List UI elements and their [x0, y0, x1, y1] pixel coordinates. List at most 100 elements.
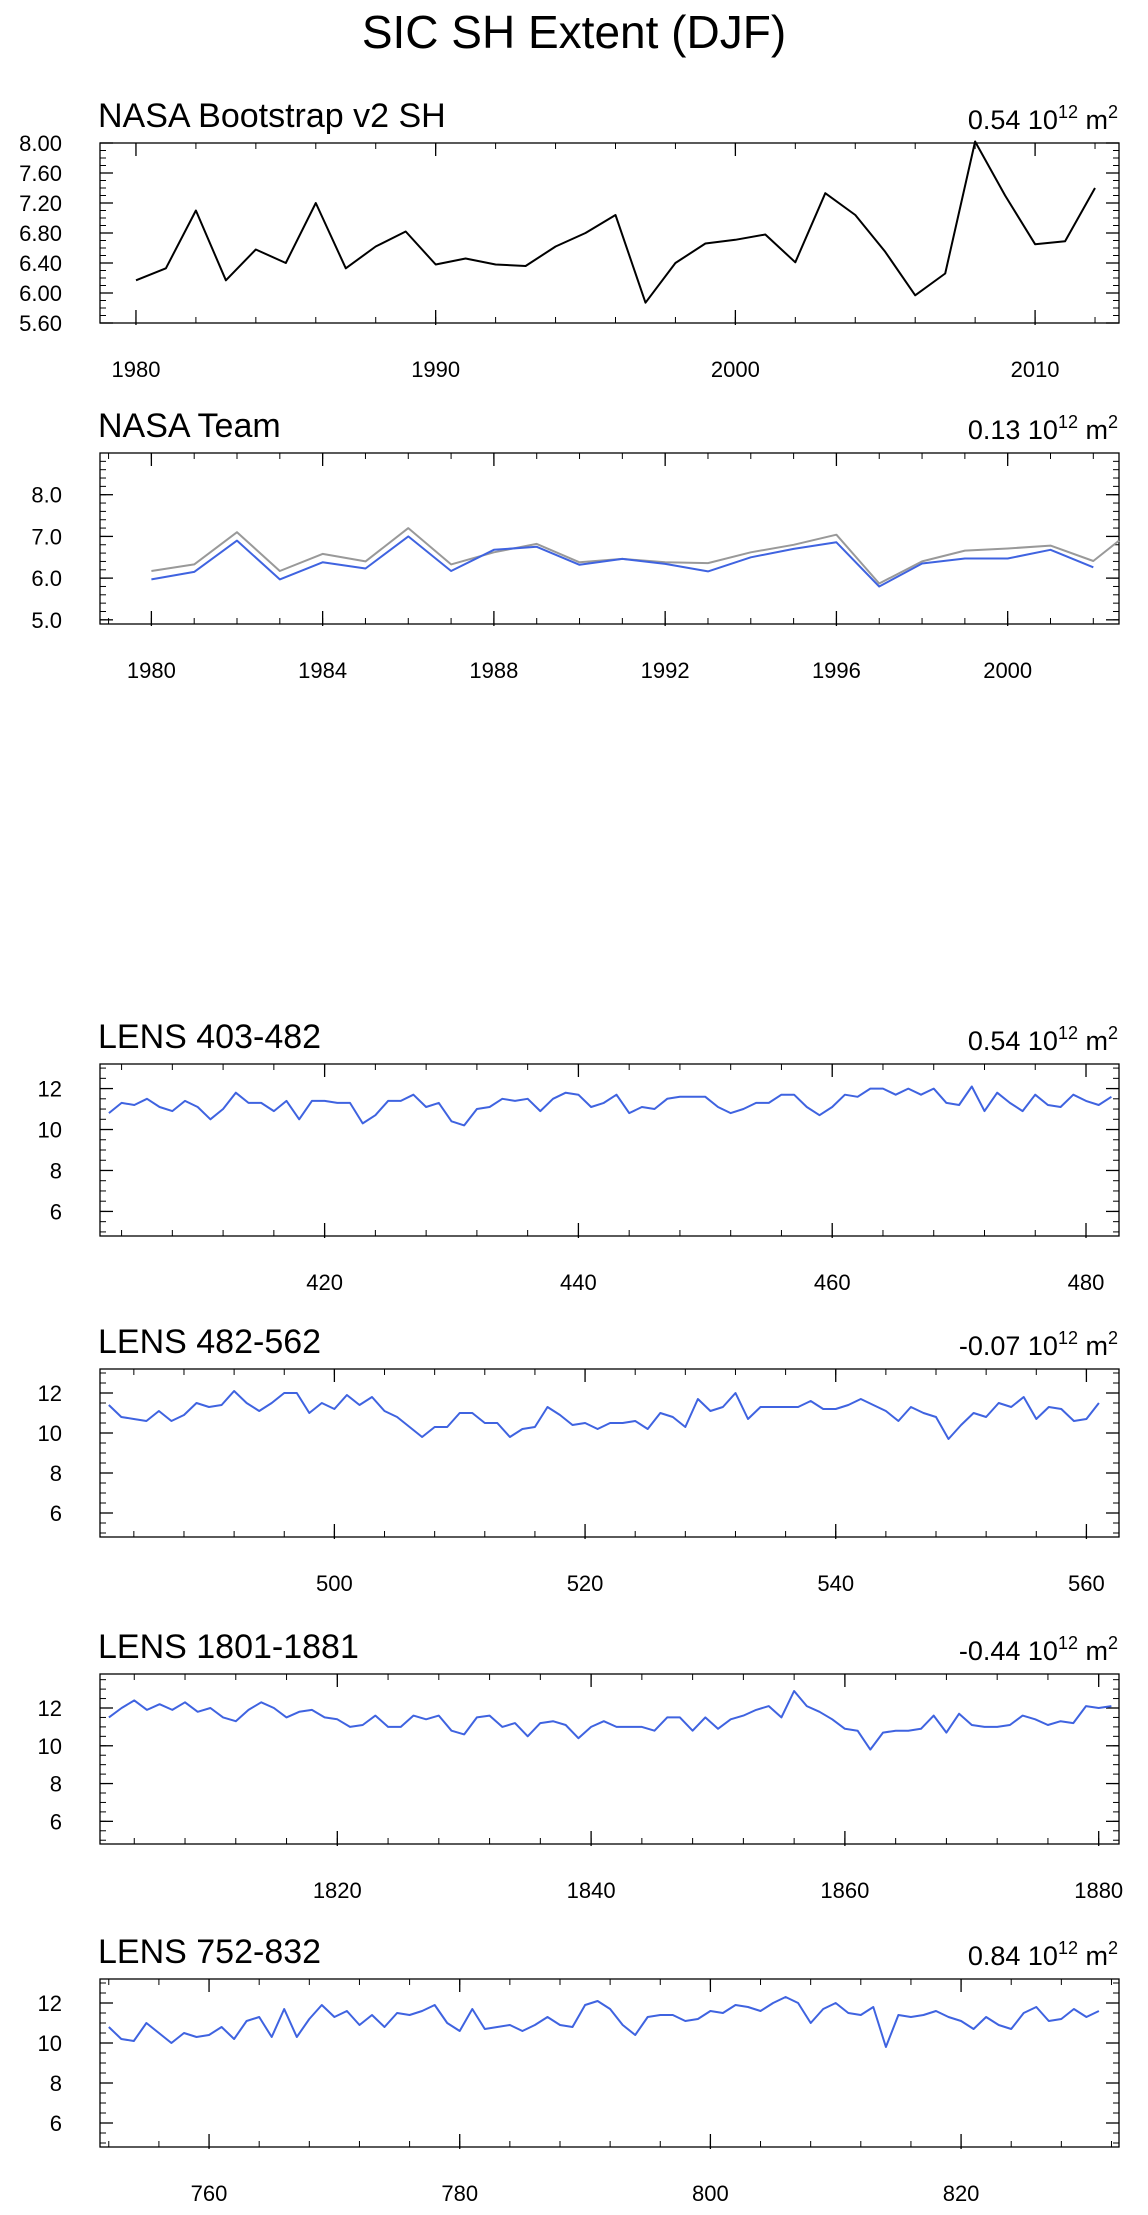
x-tick-label: 1988 — [469, 658, 518, 683]
trend-annotation: 0.13 1012 m2 — [968, 412, 1118, 445]
trend-unit: m — [1078, 105, 1108, 135]
trend-value: 0.13 10 — [968, 415, 1058, 445]
trend-unit: m — [1078, 1331, 1108, 1361]
y-tick-label: 6 — [50, 1809, 62, 1834]
panel-title: NASA Team — [98, 407, 281, 445]
y-tick-label: 12 — [38, 1696, 62, 1721]
y-tick-label: 8 — [50, 1461, 62, 1486]
plot-frame — [99, 1063, 1120, 1237]
plot-frame — [99, 452, 1120, 625]
trend-unit: m — [1078, 1636, 1108, 1666]
trend-unit-exponent: 12 — [1058, 1328, 1078, 1348]
trend-unit-exponent: 12 — [1058, 1023, 1078, 1043]
y-tick-label: 8 — [50, 2071, 62, 2096]
trend-value: 0.54 10 — [968, 1026, 1058, 1056]
y-tick-label: 10 — [38, 2031, 62, 2056]
y-tick-label: 8 — [50, 1158, 62, 1183]
trend-unit-exponent: 12 — [1058, 102, 1078, 122]
y-tick-label: 7.60 — [19, 161, 62, 186]
panel-title: LENS 482-562 — [98, 1323, 321, 1361]
y-tick-label: 6.0 — [31, 566, 62, 591]
series-line — [135, 140, 1096, 304]
y-tick-label: 10 — [38, 1118, 62, 1143]
chart-panel: NASA Bootstrap v2 SH 0.54 1012 m2 1980 1990… — [19, 97, 1120, 382]
x-tick-label: 1860 — [820, 1878, 869, 1903]
trend-annotation: 0.54 1012 m2 — [968, 102, 1118, 135]
trend-unit-exponent: 2 — [1108, 1328, 1118, 1348]
series-line — [108, 1690, 1112, 1751]
y-tick-label: 12 — [38, 1077, 62, 1102]
series-line — [151, 527, 1120, 585]
y-tick-label: 6.00 — [19, 281, 62, 306]
x-tick-label: 820 — [943, 2181, 980, 2206]
figure-title: SIC SH Extent (DJF) — [361, 6, 787, 58]
y-tick-label: 5.0 — [31, 608, 62, 633]
panel-title: NASA Bootstrap v2 SH — [98, 97, 446, 135]
series-line — [108, 1085, 1112, 1127]
panel-title: LENS 403-482 — [98, 1018, 321, 1056]
y-tick-label: 8.00 — [19, 131, 62, 156]
trend-annotation: 0.84 1012 m2 — [968, 1938, 1118, 1971]
series-line — [108, 1390, 1100, 1440]
x-tick-label: 800 — [692, 2181, 729, 2206]
x-tick-label: 480 — [1068, 1270, 1105, 1295]
trend-annotation: 0.54 1012 m2 — [968, 1023, 1118, 1056]
trend-unit: m — [1078, 1941, 1108, 1971]
trend-unit: m — [1078, 415, 1108, 445]
y-tick-label: 6 — [50, 1501, 62, 1526]
y-tick-label: 6 — [50, 1199, 62, 1224]
plot-frame — [99, 1978, 1120, 2148]
x-tick-label: 1820 — [313, 1878, 362, 1903]
plot-frame — [99, 142, 1120, 324]
y-tick-label: 5.60 — [19, 311, 62, 336]
y-tick-label: 7.20 — [19, 191, 62, 216]
x-tick-label: 1992 — [641, 658, 690, 683]
trend-unit-exponent: 2 — [1108, 102, 1118, 122]
x-tick-label: 540 — [817, 1571, 854, 1596]
y-tick-label: 6.40 — [19, 251, 62, 276]
y-tick-label: 12 — [38, 1991, 62, 2016]
x-tick-label: 1980 — [111, 357, 160, 382]
y-tick-label: 8 — [50, 1772, 62, 1797]
trend-unit-exponent: 2 — [1108, 1023, 1118, 1043]
trend-unit-exponent: 2 — [1108, 412, 1118, 432]
x-tick-label: 1840 — [567, 1878, 616, 1903]
x-tick-label: 1980 — [127, 658, 176, 683]
y-tick-label: 12 — [38, 1381, 62, 1406]
x-tick-label: 1990 — [411, 357, 460, 382]
x-tick-label: 500 — [316, 1571, 353, 1596]
trend-value: -0.07 10 — [959, 1331, 1058, 1361]
chart-panel: NASA Team 0.13 1012 m2 1980 1984 1988 1992 199… — [31, 407, 1120, 683]
y-tick-label: 8.0 — [31, 483, 62, 508]
x-tick-label: 780 — [441, 2181, 478, 2206]
trend-annotation: -0.07 1012 m2 — [959, 1328, 1118, 1361]
trend-value: -0.44 10 — [959, 1636, 1058, 1666]
x-tick-label: 760 — [191, 2181, 228, 2206]
series-line — [151, 535, 1094, 588]
x-tick-label: 520 — [567, 1571, 604, 1596]
trend-unit-exponent: 12 — [1058, 412, 1078, 432]
trend-annotation: -0.44 1012 m2 — [959, 1633, 1118, 1666]
x-tick-label: 2010 — [1011, 357, 1060, 382]
plot-frame — [99, 1368, 1120, 1538]
y-tick-label: 6.80 — [19, 221, 62, 246]
y-tick-label: 6 — [50, 2111, 62, 2136]
plot-frame — [99, 1673, 1120, 1845]
x-tick-label: 2000 — [711, 357, 760, 382]
chart-panel: LENS 752-832 0.84 1012 m2 760 780 800 820 6 8 10… — [38, 1933, 1120, 2206]
x-tick-label: 1996 — [812, 658, 861, 683]
trend-unit-exponent: 2 — [1108, 1633, 1118, 1653]
panel-title: LENS 752-832 — [98, 1933, 321, 1971]
x-tick-label: 2000 — [983, 658, 1032, 683]
panel-title: LENS 1801-1881 — [98, 1628, 359, 1666]
x-tick-label: 1984 — [298, 658, 347, 683]
x-tick-label: 440 — [560, 1270, 597, 1295]
x-tick-label: 420 — [306, 1270, 343, 1295]
x-tick-label: 1880 — [1074, 1878, 1123, 1903]
x-tick-label: 560 — [1068, 1571, 1105, 1596]
trend-unit-exponent: 12 — [1058, 1633, 1078, 1653]
